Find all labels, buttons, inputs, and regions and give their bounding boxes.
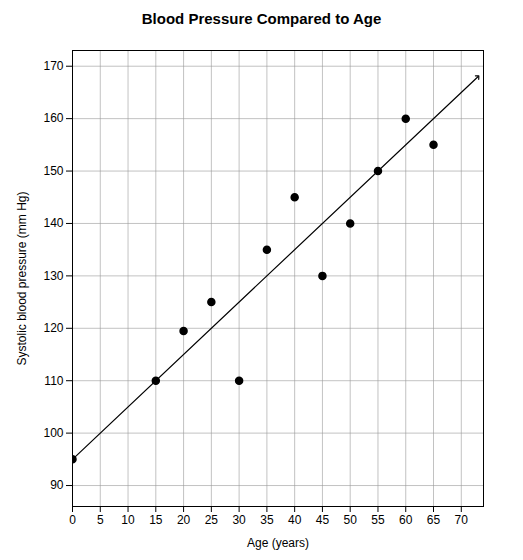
svg-text:130: 130	[43, 269, 63, 283]
svg-text:35: 35	[260, 513, 274, 527]
svg-text:30: 30	[232, 513, 246, 527]
svg-text:20: 20	[177, 513, 191, 527]
svg-text:5: 5	[97, 513, 104, 527]
svg-text:90: 90	[50, 478, 64, 492]
svg-text:10: 10	[121, 513, 135, 527]
svg-text:0: 0	[69, 513, 76, 527]
svg-text:120: 120	[43, 321, 63, 335]
svg-text:Systolic blood pressure (mm Hg: Systolic blood pressure (mm Hg)	[15, 191, 29, 365]
svg-text:55: 55	[371, 513, 385, 527]
svg-text:Age (years): Age (years)	[247, 536, 309, 550]
svg-text:25: 25	[205, 513, 219, 527]
svg-text:60: 60	[399, 513, 413, 527]
svg-text:150: 150	[43, 164, 63, 178]
svg-text:45: 45	[316, 513, 330, 527]
svg-text:50: 50	[344, 513, 358, 527]
svg-text:140: 140	[43, 216, 63, 230]
svg-text:100: 100	[43, 426, 63, 440]
svg-text:15: 15	[149, 513, 163, 527]
svg-text:65: 65	[427, 513, 441, 527]
svg-text:170: 170	[43, 59, 63, 73]
html-text:Blood Pressure Compared to Age: Blood Pressure Compared to Age	[141, 10, 382, 27]
svg-text:160: 160	[43, 111, 63, 125]
svg-text:40: 40	[288, 513, 302, 527]
svg-text:70: 70	[455, 513, 469, 527]
svg-text:110: 110	[44, 374, 63, 388]
